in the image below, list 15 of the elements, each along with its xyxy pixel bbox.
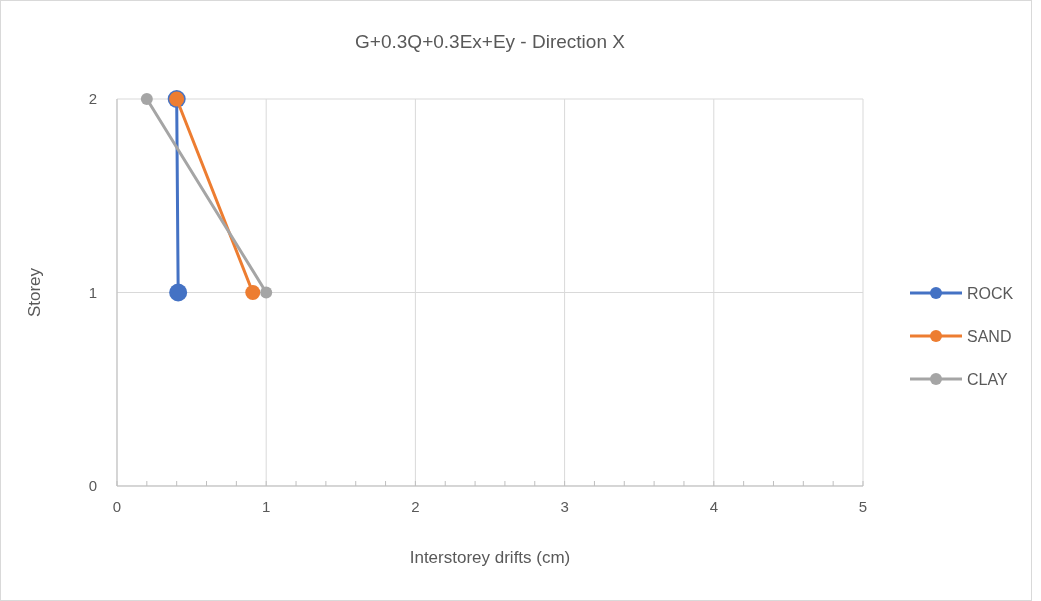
y-tick-label: 1 (88, 283, 97, 301)
y-tick-label: 0 (88, 477, 97, 494)
x-axis-title: Interstorey drifts (cm) (409, 548, 571, 567)
y-tick-label: 2 (88, 90, 97, 107)
x-tick-label: 1 (262, 498, 271, 515)
legend-label: CLAY (967, 371, 1008, 388)
x-tick-label: 4 (709, 498, 718, 515)
x-tick-label: 2 (411, 498, 420, 515)
y-axis-title: Storey (25, 267, 44, 318)
chart-title: G+0.3Q+0.3Ex+Ey - Direction X (355, 31, 626, 52)
legend-label: SAND (967, 328, 1012, 345)
x-tick-label: 3 (560, 498, 569, 515)
legend-label: ROCK (967, 285, 1014, 302)
x-tick-label: 5 (858, 498, 868, 515)
x-tick-label: 0 (112, 498, 122, 515)
